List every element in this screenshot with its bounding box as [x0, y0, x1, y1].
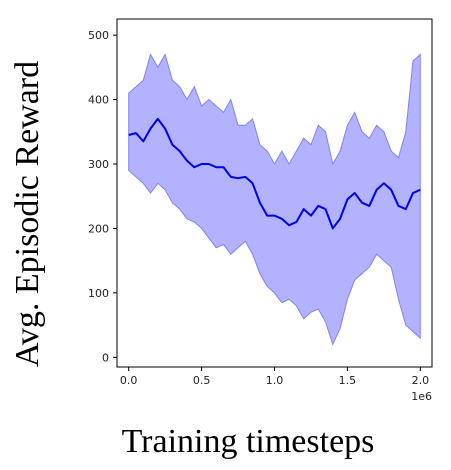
x-tick-label: 1.5: [339, 374, 357, 387]
y-tick-label: 300: [88, 158, 109, 171]
x-tick-label: 1.0: [266, 374, 284, 387]
x-offset-text: 1e6: [411, 390, 432, 403]
x-axis-ticks: 0.0 0.5 1.0 1.5 2.0: [120, 367, 429, 387]
y-tick-label: 500: [88, 29, 109, 42]
confidence-band: [128, 53, 421, 346]
y-axis-label: Avg. Episodic Reward: [9, 61, 46, 367]
x-axis-label: Training timesteps: [122, 423, 375, 460]
y-tick-label: 0: [102, 351, 109, 364]
y-tick-label: 400: [88, 94, 109, 107]
y-axis-ticks: 0 100 200 300 400 500: [88, 29, 117, 364]
y-tick-label: 100: [88, 287, 109, 300]
y-tick-label: 200: [88, 222, 109, 235]
mean-line-layer: [128, 117, 421, 230]
mean-reward-line: [128, 117, 421, 230]
confidence-band-layer: [128, 53, 421, 346]
x-tick-label: 0.0: [120, 374, 138, 387]
x-tick-label: 2.0: [412, 374, 430, 387]
x-tick-label: 0.5: [193, 374, 211, 387]
